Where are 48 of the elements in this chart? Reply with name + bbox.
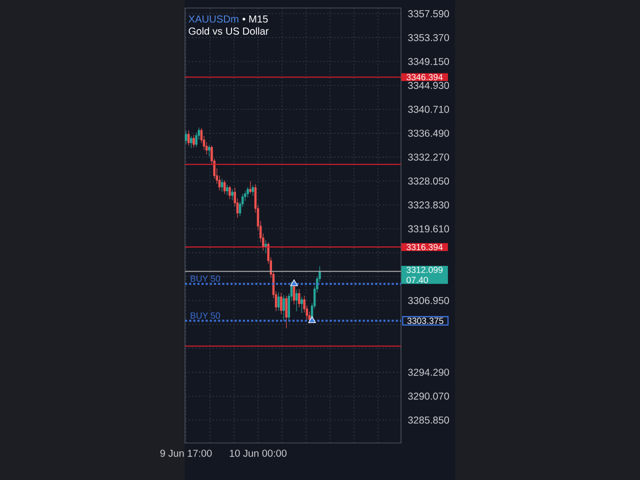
text: Gold vs US Dollar [188, 27, 269, 35]
y-tick-label: 3332.270 [408, 154, 450, 161]
y-tick-label: 3344.930 [408, 82, 450, 89]
candlestick [187, 130, 190, 146]
y-tick-label: 3353.370 [408, 34, 450, 42]
y-tick-label: 3323.830 [408, 201, 450, 208]
ref-line-label: 3316.394 [406, 244, 443, 250]
y-tick-label: 3319.610 [408, 225, 450, 232]
y-tick-label: 3336.490 [408, 130, 450, 137]
ref-line-label: 3346.394 [406, 74, 443, 80]
candlestick [280, 292, 282, 314]
x-tick-label: 10 Jun 00:00 [230, 450, 287, 457]
candlestick [223, 180, 226, 194]
y-tick-label: 3340.710 [408, 106, 450, 113]
candlestick [300, 296, 303, 314]
candlestick [190, 136, 192, 148]
y-tick-label: 3328.050 [408, 178, 450, 185]
candlestick [246, 186, 249, 198]
y-tick-label: 3306.950 [408, 297, 450, 304]
candlestick [264, 240, 267, 253]
text: XAUUSDm [188, 15, 238, 23]
y-tick-label: 3285.850 [408, 416, 450, 424]
candlestick [295, 289, 298, 312]
annotation: • M15 [242, 16, 268, 23]
y-tick-label: 3357.590 [408, 10, 450, 18]
candlestick [228, 186, 231, 200]
candlestick [184, 130, 188, 144]
candlestick [220, 178, 224, 192]
x-tick-label: 9 Jun 17:00 [160, 450, 212, 457]
candlestick [282, 294, 285, 321]
y-tick-label: 3294.290 [408, 368, 450, 376]
text: 07.40 [406, 276, 428, 284]
candlestick [249, 181, 252, 194]
ref-line-label: BUY 50 [190, 275, 220, 282]
ref-line-label: 3312.099 [406, 266, 443, 273]
candlestick [226, 184, 228, 196]
candlestick [298, 288, 300, 308]
candlestick [277, 292, 280, 311]
y-tick-label: 3349.150 [408, 58, 450, 66]
candlestick [192, 134, 195, 148]
text: 3303.375 [407, 318, 444, 324]
y-tick-label: 3290.070 [408, 392, 450, 400]
candlestick [231, 188, 234, 200]
candlestick [252, 184, 254, 196]
candlestick [292, 284, 296, 305]
ref-line-label: BUY 50 [190, 312, 220, 319]
candlestick [285, 295, 288, 328]
candlestick [208, 144, 210, 157]
